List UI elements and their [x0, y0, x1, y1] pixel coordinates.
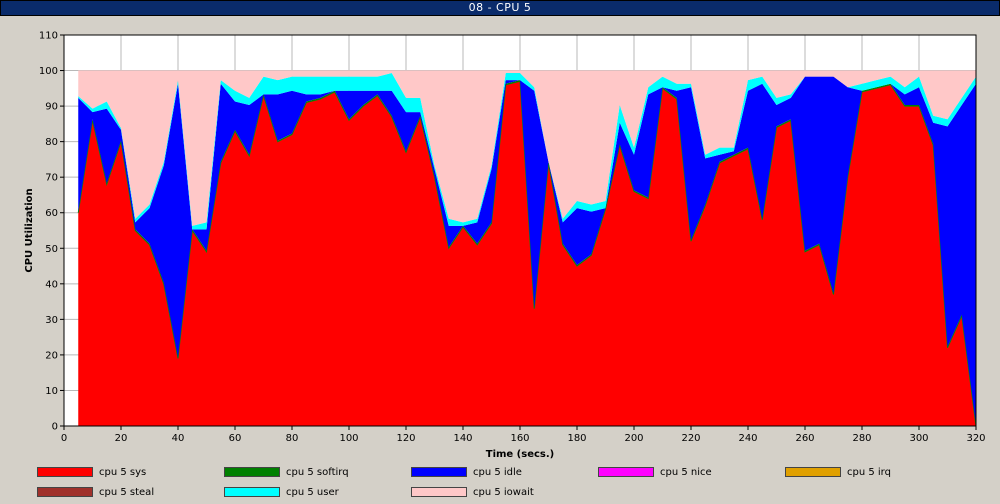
x-tick-label: 320	[966, 433, 985, 444]
legend-label: cpu 5 softirq	[286, 467, 349, 478]
legend-label: cpu 5 user	[286, 487, 339, 498]
legend-swatch	[224, 467, 280, 477]
legend-item-cpu-5-user: cpu 5 user	[224, 486, 339, 500]
legend-swatch	[411, 467, 467, 477]
x-tick-label: 140	[453, 433, 472, 444]
y-tick-label: 80	[45, 137, 58, 148]
legend-swatch	[37, 487, 93, 497]
legend-label: cpu 5 sys	[99, 467, 147, 478]
x-tick-label: 160	[510, 433, 529, 444]
legend-item-cpu-5-sys: cpu 5 sys	[37, 466, 146, 480]
legend-label: cpu 5 idle	[473, 467, 522, 478]
chart-legend: cpu 5 sys cpu 5 softirq cpu 5 idle cpu 5 ni…	[0, 464, 1000, 504]
x-tick-label: 300	[909, 433, 928, 444]
legend-swatch	[37, 467, 93, 477]
x-tick-label: 280	[852, 433, 871, 444]
legend-swatch	[411, 487, 467, 497]
x-tick-label: 100	[339, 433, 358, 444]
x-tick-label: 240	[738, 433, 757, 444]
chart-svg: 0 20 40 60 80 100 120 140 160 180 200 220 240 260 280 3…	[24, 31, 986, 461]
x-axis-label: Time (secs.)	[486, 449, 555, 460]
y-tick-label: 100	[39, 66, 58, 77]
window-title: 08 - CPU 5	[468, 1, 532, 14]
y-tick-label: 20	[45, 350, 58, 361]
x-tick-label: 120	[396, 433, 415, 444]
legend-label: cpu 5 nice	[660, 467, 712, 478]
x-tick-label: 220	[681, 433, 700, 444]
legend-label: cpu 5 steal	[99, 487, 155, 498]
legend-item-cpu-5-softirq: cpu 5 softirq	[224, 466, 349, 480]
y-tick-label: 30	[45, 315, 58, 326]
y-tick-label: 50	[45, 244, 58, 255]
y-tick-label: 110	[39, 31, 58, 42]
legend-swatch	[785, 467, 841, 477]
y-tick-label: 0	[52, 422, 58, 433]
y-tick-label: 90	[45, 102, 58, 113]
x-tick-label: 20	[115, 433, 128, 444]
x-tick-label: 60	[229, 433, 242, 444]
legend-swatch	[224, 487, 280, 497]
series-area-cpu-5-idle	[78, 76, 976, 425]
legend-item-cpu-5-steal: cpu 5 steal	[37, 486, 154, 500]
y-axis-label: CPU Utilization	[24, 188, 35, 272]
x-tick-label: 200	[624, 433, 643, 444]
series-area-cpu-5-iowait	[78, 70, 976, 226]
y-tick-label: 10	[45, 386, 58, 397]
legend-item-cpu-5-idle: cpu 5 idle	[411, 466, 522, 480]
legend-item-cpu-5-irq: cpu 5 irq	[785, 466, 891, 480]
legend-label: cpu 5 irq	[847, 467, 891, 478]
y-tick-label: 60	[45, 208, 58, 219]
x-tick-label: 0	[61, 433, 67, 444]
legend-label: cpu 5 iowait	[473, 487, 534, 498]
y-tick-label: 40	[45, 279, 58, 290]
x-tick-label: 180	[567, 433, 586, 444]
x-tick-label: 260	[795, 433, 814, 444]
legend-swatch	[598, 467, 654, 477]
x-tick-label: 80	[286, 433, 299, 444]
legend-item-cpu-5-nice: cpu 5 nice	[598, 466, 712, 480]
legend-item-cpu-5-iowait: cpu 5 iowait	[411, 486, 534, 500]
window-titlebar: 08 - CPU 5	[0, 0, 1000, 16]
x-tick-label: 40	[172, 433, 185, 444]
y-tick-label: 70	[45, 173, 58, 184]
cpu-utilization-chart: 0 20 40 60 80 100 120 140 160 180 200 220 240 260 280 3…	[0, 16, 1000, 464]
